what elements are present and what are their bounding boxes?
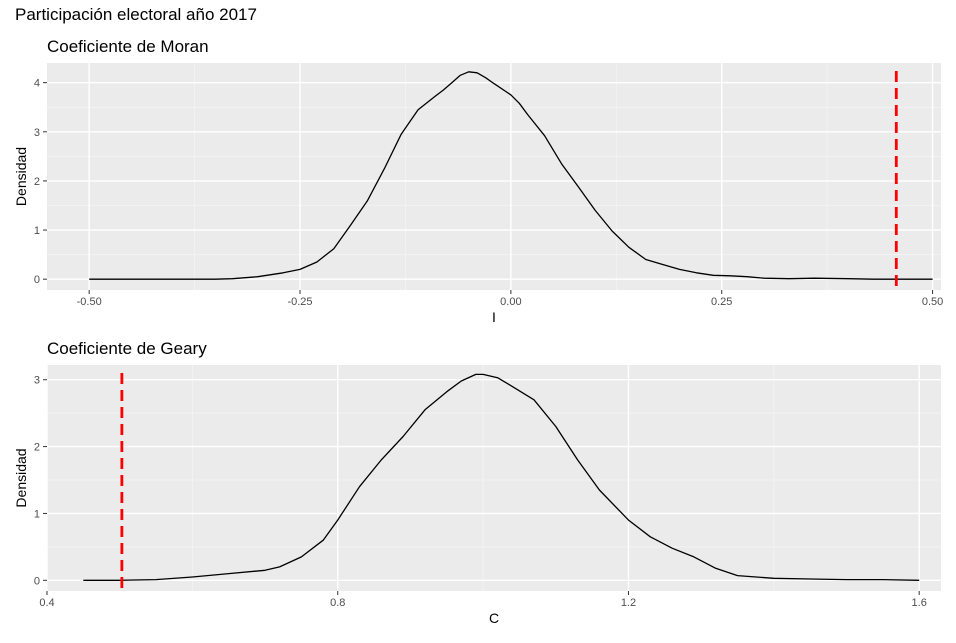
y-tick-label: 1 — [34, 225, 40, 237]
y-axis-title: Densidad — [13, 448, 29, 507]
density-curve — [89, 71, 933, 280]
x-tick-label: 1.2 — [621, 597, 636, 609]
panel-background — [47, 63, 941, 290]
y-tick-label: 3 — [34, 375, 40, 387]
y-tick-label: 2 — [34, 176, 40, 188]
x-tick-label: -0.50 — [77, 296, 102, 308]
x-tick-label: 0.4 — [39, 597, 54, 609]
y-tick-label: 2 — [34, 442, 40, 454]
x-tick-label: 0.8 — [330, 597, 345, 609]
x-tick-label: 0.50 — [922, 296, 943, 308]
panel-background — [47, 365, 941, 591]
x-tick-label: 0.25 — [711, 296, 732, 308]
panel-title: Coeficiente de Geary — [47, 339, 207, 358]
x-tick-label: -0.25 — [287, 296, 312, 308]
y-tick-label: 4 — [34, 78, 40, 90]
x-axis-title: I — [492, 309, 496, 325]
y-tick-label: 0 — [34, 274, 40, 286]
density-curve — [83, 373, 920, 581]
x-tick-label: 1.6 — [912, 597, 927, 609]
panel-moran: Coeficiente de Moran -0.50 -0.25 0.00 0.25 0.… — [13, 37, 943, 325]
y-axis-title: Densidad — [13, 147, 29, 206]
panel-geary: Coeficiente de Geary 0.4 0.8 1.2 1.6 0 1 2 3 C Den… — [13, 339, 941, 626]
y-tick-label: 1 — [34, 508, 40, 520]
panel-title: Coeficiente de Moran — [47, 37, 209, 56]
x-axis-title: C — [489, 610, 499, 626]
y-tick-label: 0 — [34, 575, 40, 587]
x-tick-label: 0.00 — [500, 296, 521, 308]
main-title: Participación electoral año 2017 — [15, 5, 257, 24]
y-tick-label: 3 — [34, 127, 40, 139]
